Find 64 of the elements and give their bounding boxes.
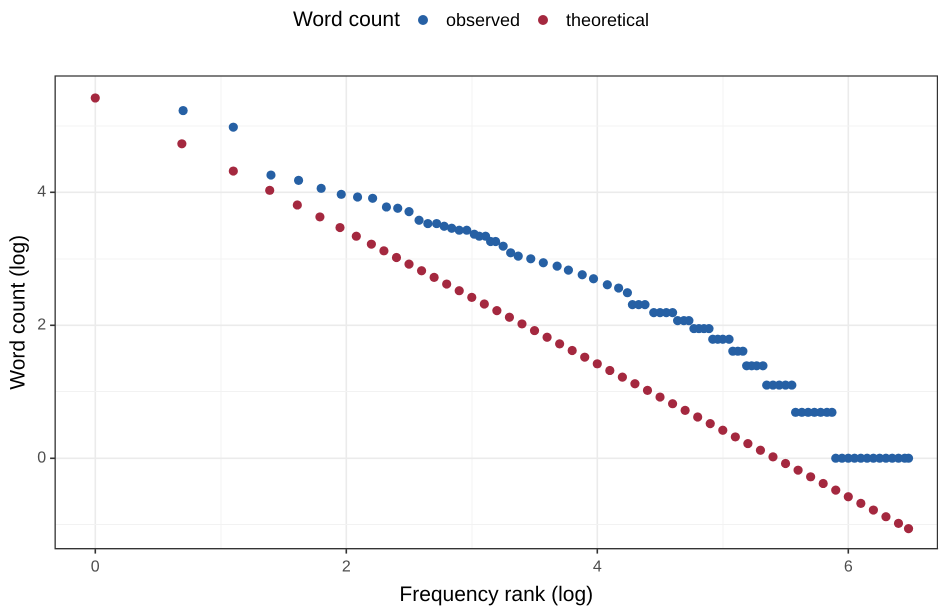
point	[315, 212, 325, 222]
point	[592, 359, 602, 368]
point	[868, 505, 878, 515]
point	[831, 486, 840, 495]
point	[379, 246, 389, 256]
x-tick-label: 6	[844, 558, 853, 576]
x-axis-title: Frequency rank (log)	[399, 583, 594, 606]
point	[743, 438, 752, 448]
y-tick-label: 0	[37, 450, 46, 467]
point	[430, 272, 439, 282]
point	[706, 419, 715, 428]
point	[904, 524, 914, 534]
point	[555, 339, 564, 348]
point	[881, 512, 891, 522]
point	[442, 279, 452, 289]
point	[668, 399, 678, 408]
point	[517, 319, 527, 329]
x-tick-label: 4	[592, 558, 602, 576]
point	[844, 492, 853, 502]
legend-title: Word count	[292, 8, 400, 32]
point	[366, 240, 376, 249]
point	[416, 266, 426, 276]
y-axis-title: Word count (log)	[6, 234, 30, 390]
point	[542, 332, 552, 342]
point	[467, 292, 476, 302]
point	[480, 299, 489, 309]
point	[655, 392, 665, 402]
point	[568, 346, 577, 356]
point	[580, 352, 590, 362]
point	[730, 432, 740, 442]
point	[335, 222, 345, 232]
point	[504, 312, 514, 322]
point	[756, 446, 766, 455]
point	[806, 472, 816, 482]
point	[177, 139, 186, 148]
point	[768, 452, 778, 462]
point	[90, 93, 100, 103]
point	[392, 252, 402, 262]
point	[693, 412, 702, 422]
point	[856, 498, 866, 508]
y-tick-label: 2	[37, 316, 46, 334]
point	[618, 372, 627, 382]
point	[630, 379, 640, 388]
point	[680, 406, 690, 415]
point	[605, 366, 614, 376]
legend-label: observed	[446, 10, 520, 30]
point	[780, 458, 790, 468]
point	[228, 166, 238, 176]
point	[530, 326, 540, 336]
y-tick-label: 4	[37, 184, 46, 201]
point	[292, 200, 302, 210]
point	[642, 386, 652, 395]
point	[818, 478, 828, 488]
point	[894, 518, 904, 528]
point	[352, 232, 361, 241]
legend-label: theoretical	[566, 10, 650, 30]
point	[404, 260, 414, 269]
x-tick-label: 0	[90, 558, 100, 576]
point	[718, 426, 728, 435]
point	[492, 306, 502, 316]
point	[793, 466, 803, 475]
point	[265, 186, 274, 195]
x-tick-label: 2	[342, 558, 351, 576]
point	[454, 286, 464, 296]
